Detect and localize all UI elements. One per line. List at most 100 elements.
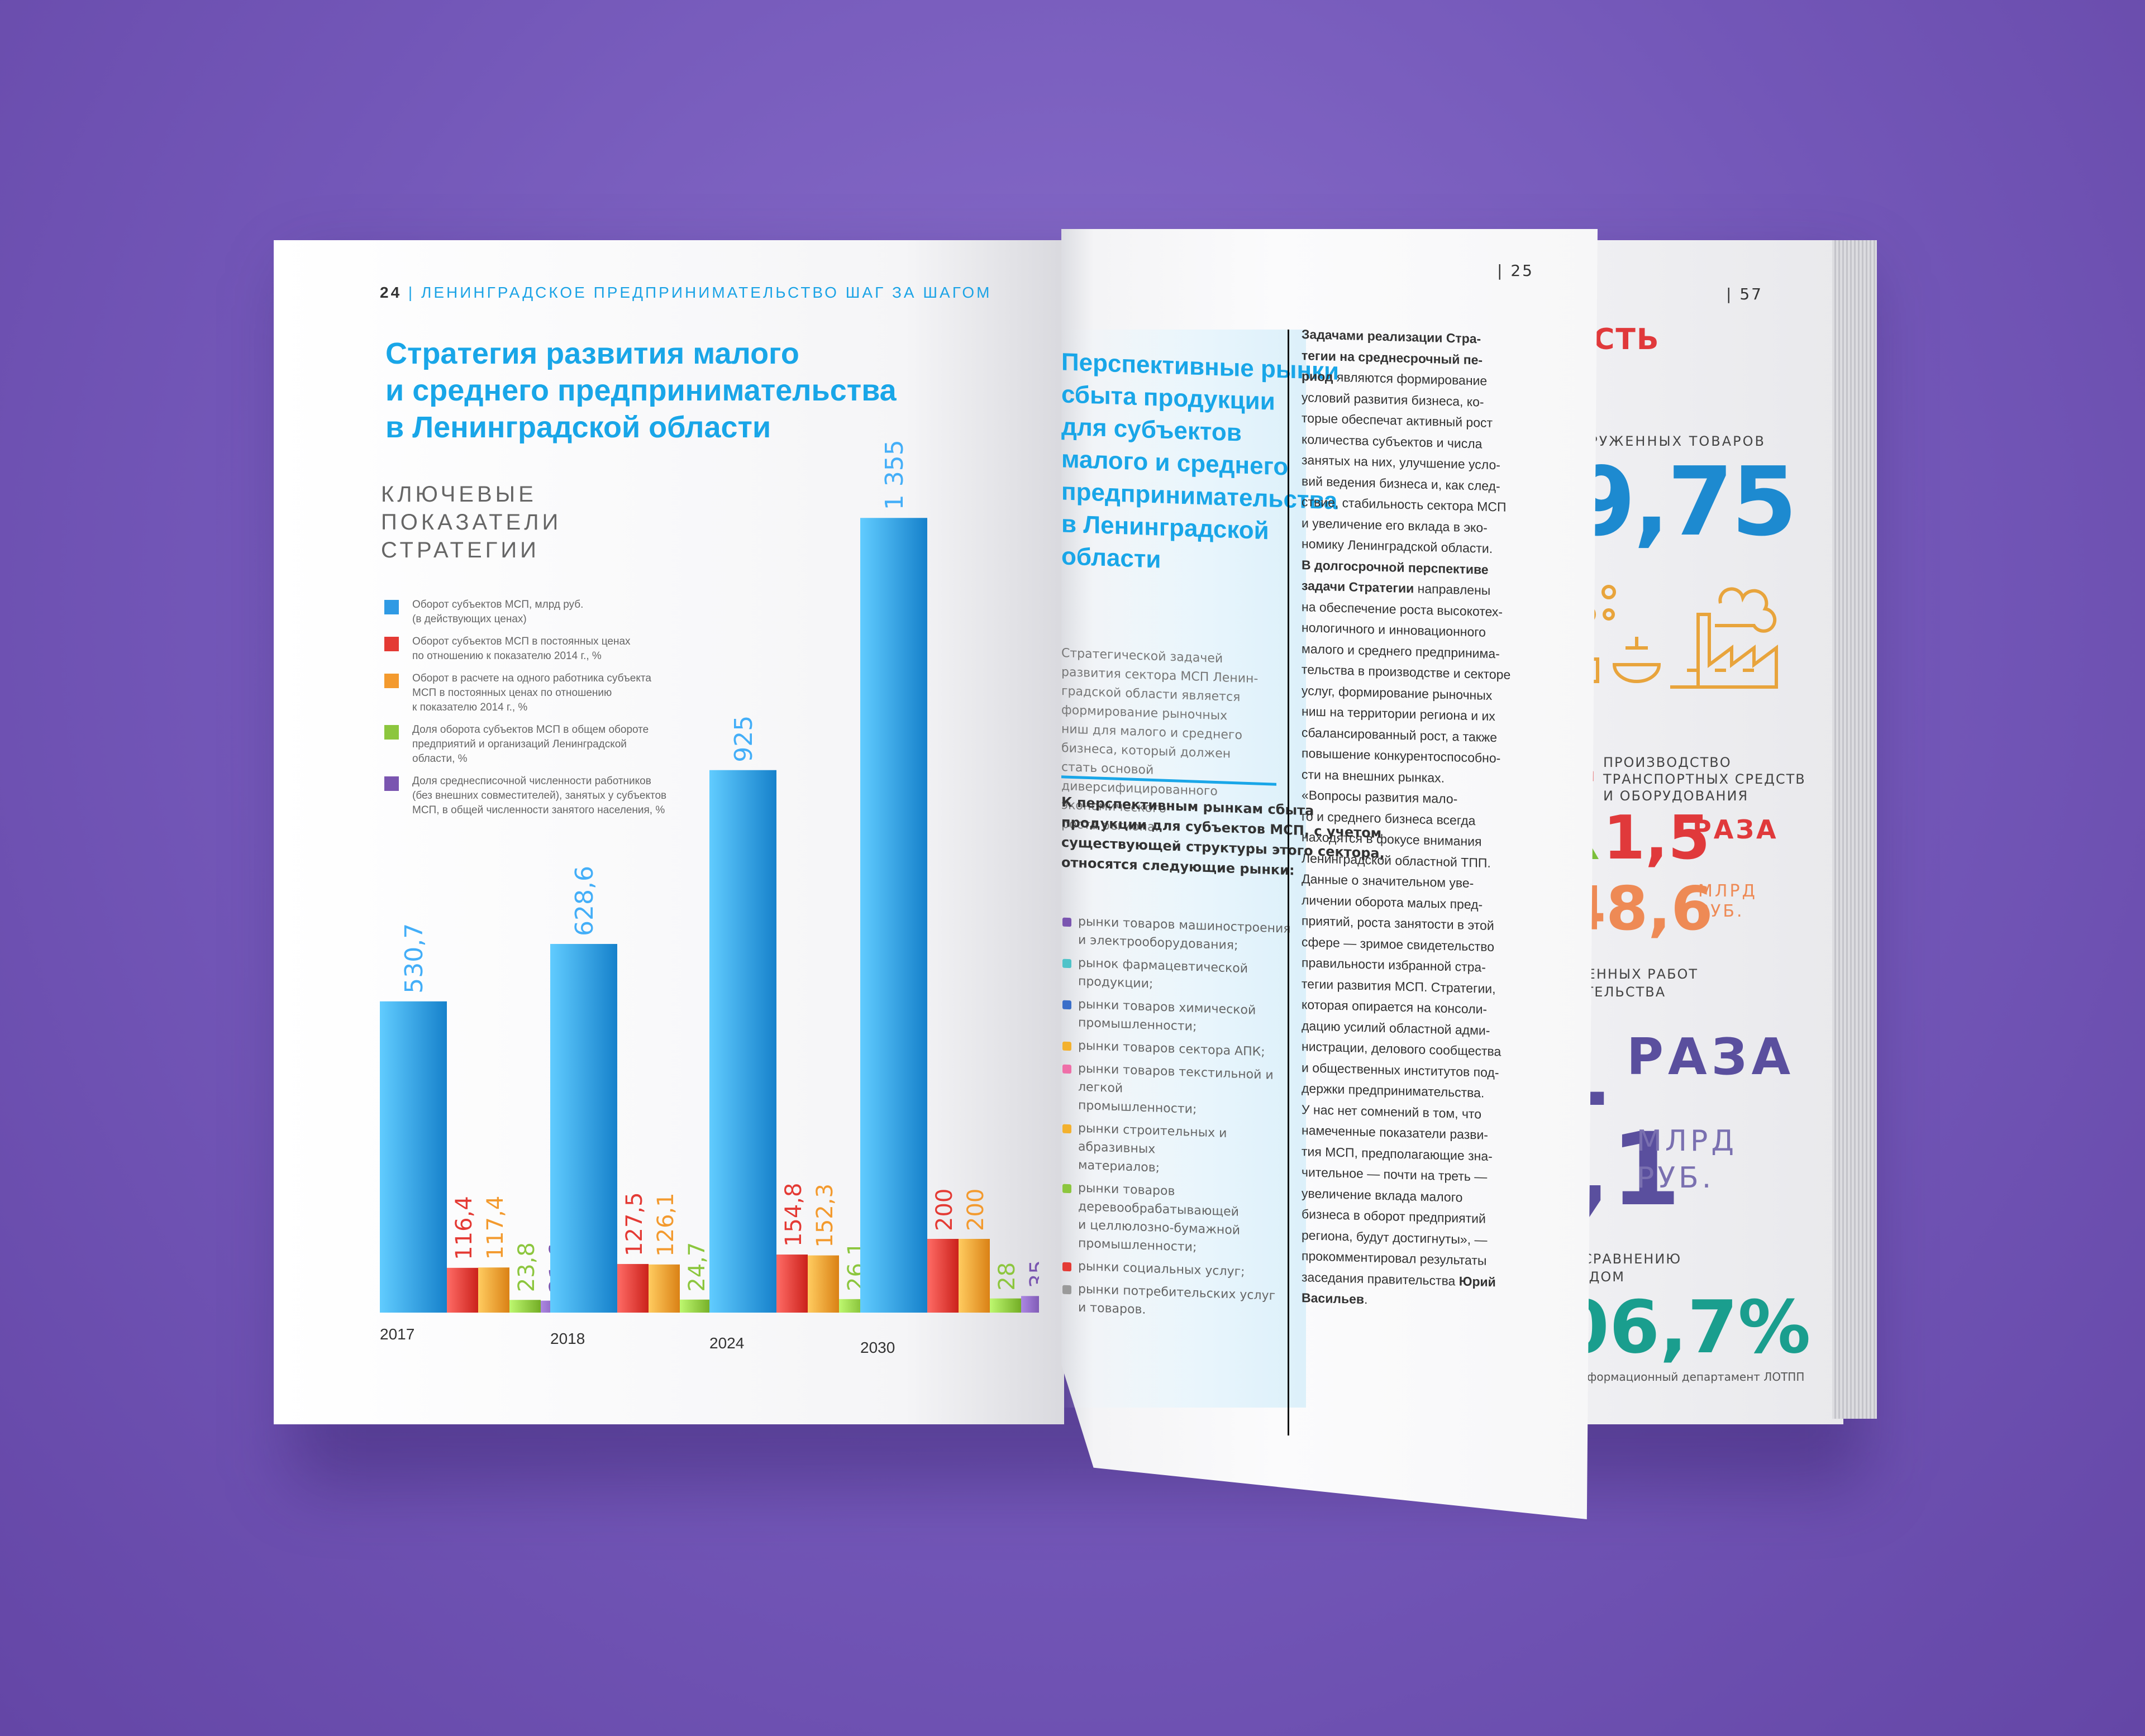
list-item: рынки товаров деревообрабатывающей и цел… — [1062, 1179, 1297, 1261]
legend-label: Доля среднесписочной численности работни… — [412, 775, 667, 816]
body-p3: «Вопросы развития мало- го и среднего би… — [1302, 788, 1502, 1288]
bar-2030-series-4 — [990, 1298, 1021, 1313]
legend-item: Оборот в расчете на одного работника суб… — [384, 671, 697, 715]
bar-chart: 530,7116,4117,423,821,62017628,6127,5126… — [380, 440, 1039, 1356]
data-label-2030-series-5: 35 — [1026, 1260, 1039, 1288]
bar-2024-series-2 — [776, 1255, 808, 1313]
bar-2018-series-4 — [680, 1299, 711, 1313]
list-item: рынки товаров сектора АПК; — [1062, 1036, 1297, 1063]
chart-legend: Оборот субъектов МСП, млрд руб. (в дейст… — [384, 598, 697, 826]
bar-2018-series-1 — [550, 943, 617, 1313]
legend-swatch — [384, 725, 399, 740]
market-bullet-icon — [1062, 1064, 1071, 1074]
page-number-25: | 25 — [1497, 261, 1534, 280]
bar-2030-series-1 — [860, 518, 927, 1313]
page-number-57: | 57 — [1726, 285, 1763, 303]
data-label-2018-series-1: 628,6 — [570, 866, 599, 936]
market-label: рынки потребительских услуг и товаров. — [1078, 1282, 1276, 1317]
construction-growth-unit: РАЗА — [1627, 1028, 1795, 1086]
market-label: рынки товаров текстильной и легкой промы… — [1078, 1061, 1274, 1117]
legend-swatch — [384, 600, 399, 614]
list-item: рынки социальных услуг; — [1062, 1257, 1297, 1284]
bar-2030-series-5 — [1021, 1296, 1039, 1313]
data-label-2018-series-3: 126,1 — [653, 1193, 679, 1257]
list-item: рынки товаров текстильной и легкой промы… — [1062, 1059, 1297, 1123]
bar-2018-series-3 — [649, 1264, 680, 1313]
transport-volume-unit: МЛРД РУБ. — [1698, 881, 1757, 921]
bar-2030-series-2 — [927, 1239, 959, 1313]
body-p1: являются формирование условий развития б… — [1302, 369, 1507, 556]
market-bullet-icon — [1062, 1285, 1071, 1295]
transport-growth-value: 1,5 — [1603, 803, 1710, 873]
bar-2017-series-2 — [447, 1267, 478, 1313]
market-bullet-icon — [1062, 1041, 1071, 1051]
legend-label: Оборот субъектов МСП в постоянных ценах … — [412, 636, 631, 662]
construction-volume-unit: МЛРД РУБ. — [1637, 1124, 1737, 1195]
list-item: рынок фармацевтической продукции; — [1062, 953, 1297, 999]
list-item: рынки потребительских услуг и товаров. — [1062, 1280, 1297, 1325]
data-label-2024-series-1: 925 — [730, 716, 758, 762]
markets-title: Перспективные рынки сбыта продукции для … — [1061, 348, 1340, 574]
market-bullet-icon — [1062, 958, 1071, 969]
data-label-2017-series-2: 116,4 — [451, 1196, 477, 1260]
list-item: рынки товаров машиностроения и электрооб… — [1062, 912, 1297, 957]
page-edges — [1832, 240, 1877, 1419]
data-label-2017-series-3: 117,4 — [483, 1196, 508, 1260]
bar-2018-series-2 — [617, 1263, 649, 1313]
category-label-2018: 2018 — [550, 1330, 585, 1347]
page-title: Стратегия развития малого и среднего пре… — [385, 337, 897, 444]
body-p2: направлены на обеспечение роста высокоте… — [1302, 581, 1511, 785]
body-column: Задачами реализации Стра- тегии на средн… — [1302, 324, 1510, 1314]
legend-item: Оборот субъектов МСП в постоянных ценах … — [384, 635, 697, 664]
market-bullet-icon — [1062, 1184, 1071, 1194]
running-header-24: 24 | ЛЕНИНГРАДСКОЕ ПРЕДПРИНИМАТЕЛЬСТВО Ш… — [380, 284, 992, 301]
shipped-goods-label: ТГРУЖЕННЫХ ТОВАРОВ — [1570, 433, 1766, 449]
bar-2017-series-3 — [478, 1267, 509, 1313]
data-label-2018-series-2: 127,5 — [622, 1192, 647, 1256]
shipped-goods-value: 9,75 — [1570, 447, 1797, 557]
legend-item: Доля оборота субъектов МСП в общем оборо… — [384, 723, 697, 766]
legend-label: Оборот субъектов МСП, млрд руб. (в дейст… — [412, 599, 584, 625]
legend-label: Оборот в расчете на одного работника суб… — [412, 673, 651, 713]
data-label-2030-series-4: 28 — [994, 1262, 1020, 1291]
legend-label: Доля оборота субъектов МСП в общем оборо… — [412, 724, 649, 765]
bar-2017-series-4 — [509, 1300, 541, 1313]
market-bullet-icon — [1062, 1000, 1071, 1010]
transport-growth-unit: РАЗА — [1693, 814, 1779, 845]
page-subtitle: КЛЮЧЕВЫЕ ПОКАЗАТЕЛИ СТРАТЕГИИ — [381, 482, 562, 562]
market-bullet-icon — [1062, 1124, 1071, 1134]
bar-2024-series-3 — [808, 1255, 839, 1313]
market-label: рынки социальных услуг; — [1078, 1259, 1245, 1280]
category-label-2024: 2024 — [709, 1334, 744, 1352]
running-header-text: ЛЕНИНГРАДСКОЕ ПРЕДПРИНИМАТЕЛЬСТВО ШАГ ЗА… — [421, 284, 992, 301]
bar-2017-series-1 — [380, 1001, 447, 1313]
markets-sidebar — [1060, 330, 1306, 1408]
data-label-2024-series-2: 154,8 — [781, 1183, 807, 1247]
markets-list: рынки товаров машиностроения и электрооб… — [1062, 912, 1297, 1329]
data-label-2024-series-3: 152,3 — [812, 1184, 838, 1248]
data-label-2030-series-1: 1 355 — [880, 440, 909, 510]
legend-swatch — [384, 776, 399, 791]
market-label: рынки товаров сектора АПК; — [1078, 1038, 1265, 1060]
legend-swatch — [384, 674, 399, 688]
bar-2030-series-3 — [959, 1239, 990, 1313]
legend-item: Оборот субъектов МСП, млрд руб. (в дейст… — [384, 598, 697, 627]
legend-item: Доля среднесписочной численности работни… — [384, 774, 697, 818]
list-item: рынки товаров химической промышленности; — [1062, 995, 1297, 1040]
category-label-2030: 2030 — [860, 1339, 895, 1356]
market-label: рынки товаров деревообрабатывающей и цел… — [1078, 1181, 1241, 1255]
data-label-2017-series-4: 23,8 — [514, 1242, 540, 1292]
market-label: рынок фармацевтической продукции; — [1078, 956, 1248, 991]
market-label: рынки строительных и абразивных материал… — [1078, 1121, 1227, 1175]
data-label-2018-series-4: 24,7 — [684, 1242, 710, 1292]
market-bullet-icon — [1062, 1262, 1071, 1272]
column-rule — [1288, 329, 1289, 1436]
data-label-2030-series-3: 200 — [963, 1189, 989, 1231]
legend-swatch — [384, 637, 399, 651]
transport-label: ПРОИЗВОДСТВО ТРАНСПОРТНЫХ СРЕДСТВ И ОБОР… — [1603, 755, 1806, 804]
category-label-2017: 2017 — [380, 1325, 414, 1343]
data-label-2017-series-1: 530,7 — [400, 923, 428, 994]
page-number-24: 24 — [380, 284, 402, 301]
list-item: рынки строительных и абразивных материал… — [1062, 1119, 1297, 1182]
